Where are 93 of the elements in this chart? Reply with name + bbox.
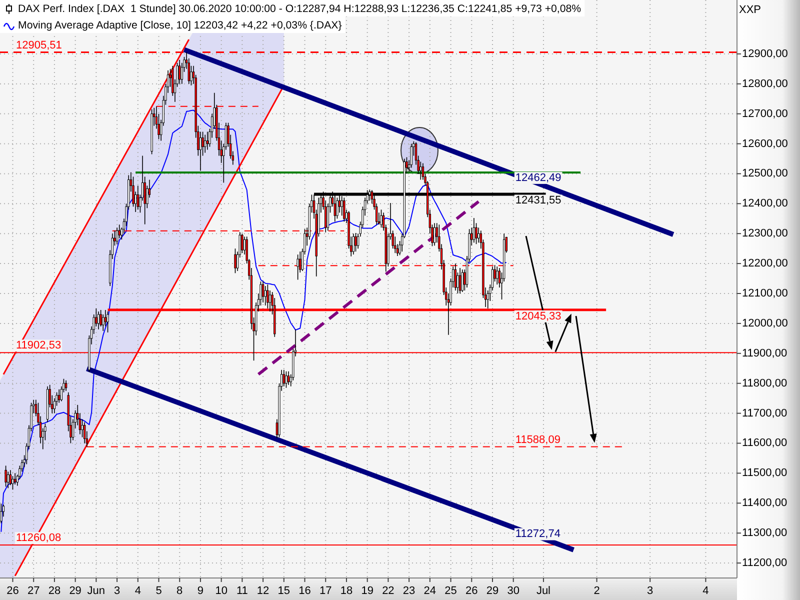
y-tick-label: 12900,00 [742,48,788,60]
y-tick-label: 11700,00 [742,407,788,420]
y-tick-label: 11500,00 [742,467,788,480]
x-tick-label: 15 [278,585,290,597]
y-tick-label: 12400,00 [742,198,788,210]
x-tick-label: 4 [702,585,709,597]
candlestick [178,59,181,84]
y-tick-label: 11400,00 [742,497,788,510]
x-tick-label: 28 [48,585,61,597]
candlestick [0,503,2,524]
line-series [0,110,507,532]
x-tick-label: 23 [402,585,416,597]
x-tick-label: 4 [134,585,141,597]
x-tick-label: 22 [382,585,394,597]
x-tick-label: 8 [176,585,183,597]
candlestick [241,233,244,254]
x-tick-label: 3 [647,585,654,597]
candlestick [380,209,382,228]
candlestick [285,370,288,388]
x-tick-label: Jun [87,585,106,597]
legend-label: Moving Average Adaptive [Close, 10] 12203,42 +4,22 +0,03% {.DAX} [18,20,342,32]
x-tick-label: 2 [594,585,600,597]
annotation: 11260,08 [16,532,62,544]
candlestick [206,131,209,150]
annotation: 11902,53 [16,340,62,352]
candlestick [282,369,285,387]
candlestick [264,286,266,306]
x-tick-label: 27 [27,585,40,597]
y-tick-label: 12100,00 [742,287,788,300]
candlestick [100,310,102,327]
candlestick [343,197,346,222]
candlestick [287,370,290,386]
candlestick [352,233,355,255]
candlestick [458,268,462,294]
y-tick-label: 11600,00 [742,437,788,450]
candlestick [116,227,118,244]
candlestick [9,470,12,486]
candlestick [204,134,206,154]
annotation: 11272,74 [515,528,560,540]
y-tick-label: 12800,00 [742,78,788,90]
candlestick [4,465,7,488]
candlestick [496,266,498,285]
candlestick [336,197,338,220]
y-tick-label: 11300,00 [742,527,788,540]
candlestick [102,314,104,332]
x-tick-label: 16 [298,585,311,597]
x-tick-label: 5 [156,585,162,597]
candlestick [136,185,139,210]
candlestick [64,380,68,392]
x-tick-label: 18 [340,585,353,597]
y-axis-title: XXP [739,4,762,16]
candlestick [106,311,109,333]
candlestick [472,218,476,243]
candlestick [461,269,464,292]
x-tick-label: 12 [256,585,270,597]
y-tick-label: 12000,00 [742,317,788,330]
candlestick [410,143,412,168]
x-tick-label: Jul [536,585,551,597]
y-tick-label: 12200,00 [742,258,788,270]
annotation: 11588,09 [515,434,560,446]
annotation: 12905,51 [16,39,62,52]
x-tick-label: 25 [444,585,457,597]
x-tick-label: 29 [69,585,82,597]
legend-label: DAX Perf. Index [.DAX 1 Stunde] 30.06.2020 10:00:00 - O:12287,94 H:12288,93 L:12236,35 C:12241,85 +9,73 +0,08% [18,3,582,15]
candlestick [262,281,264,303]
y-tick-label: 12500,00 [742,168,788,180]
y-tick-label: 11800,00 [742,377,788,390]
x-tick-label: 24 [424,585,436,597]
x-tick-label: 9 [197,585,204,597]
x-tick-label: 3 [114,585,120,597]
x-tick-label: 10 [215,585,228,597]
candlestick [58,388,60,404]
x-tick-label: 19 [361,585,374,597]
candlestick [84,422,86,444]
y-tick-label: 11200,00 [742,557,788,570]
candlestick [97,311,100,330]
x-tick-label: 26 [466,585,478,597]
annotation: 12431,55 [515,194,562,207]
candlestick [354,232,357,252]
candlestick [234,248,236,274]
y-tick-label: 12300,00 [742,228,788,240]
annotation: 12462,49 [515,172,562,184]
x-tick-label: 30 [507,585,520,597]
y-tick-label: 11900,00 [742,347,788,360]
x-tick-label: 26 [6,585,19,597]
annotation: 12045,33 [515,310,562,322]
x-tick-label: 29 [486,585,499,597]
y-tick-label: 12700,00 [742,108,788,120]
candlestick [296,254,299,280]
candlestick [433,222,436,246]
x-tick-label: 17 [320,585,332,597]
x-tick-label: 11 [236,585,248,597]
y-tick-label: 12600,00 [742,138,788,150]
